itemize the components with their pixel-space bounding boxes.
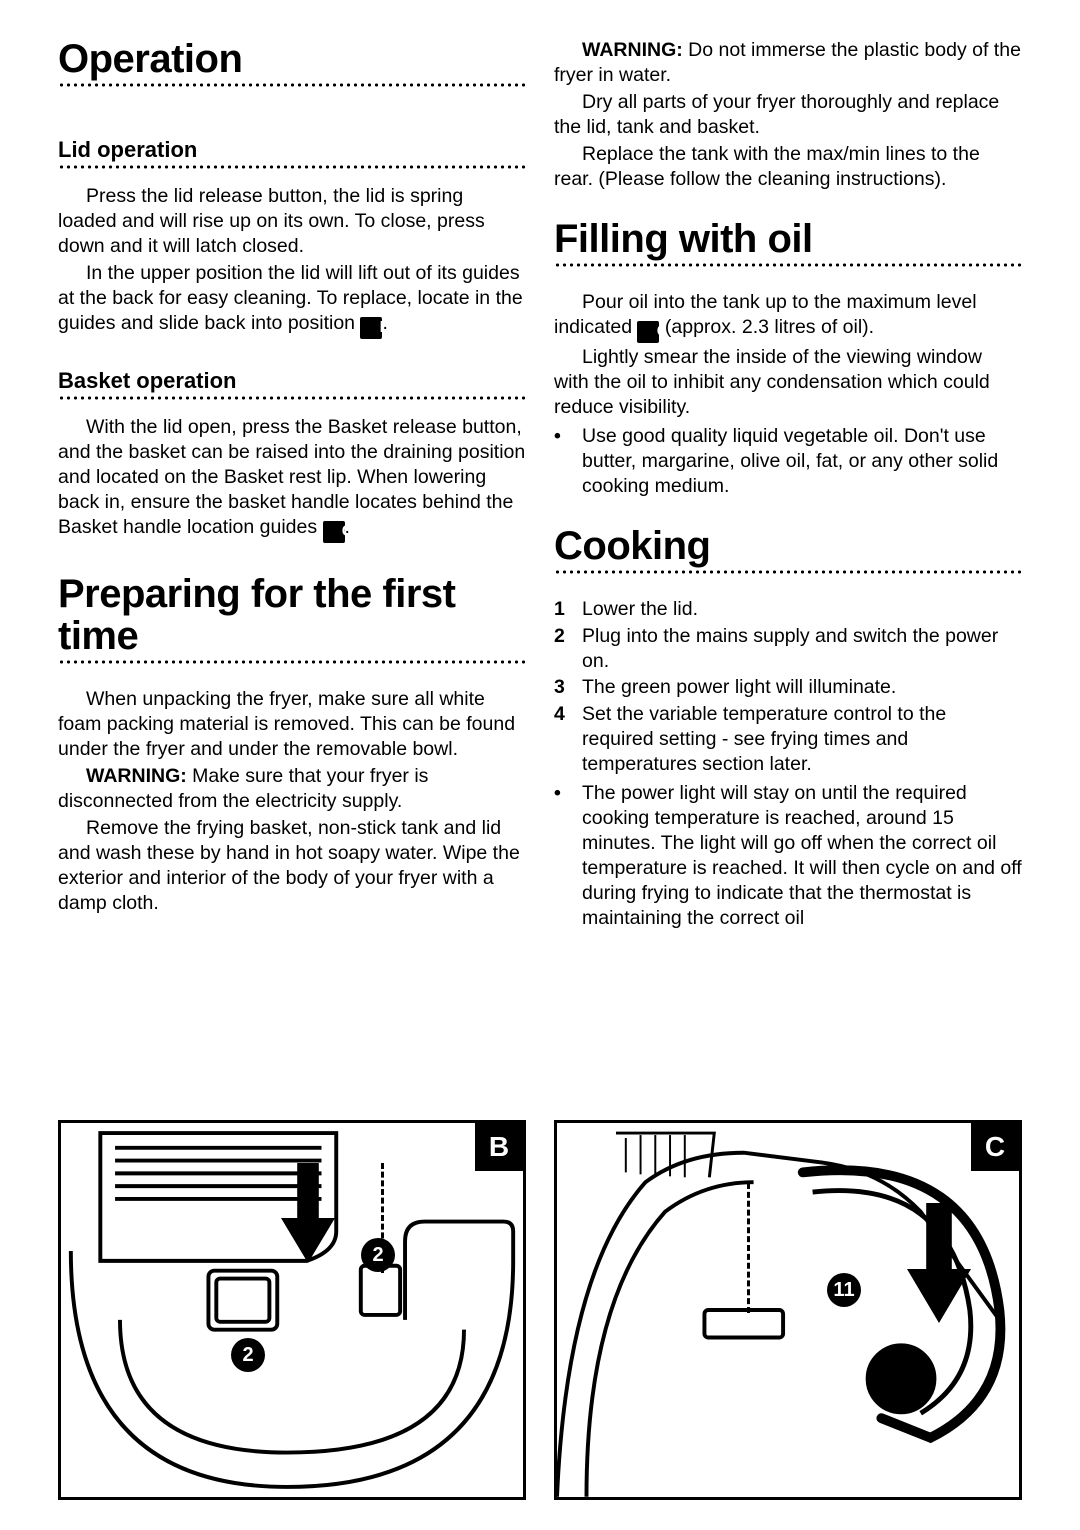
rule xyxy=(554,262,1022,268)
text-fill-p2: Lightly smear the inside of the viewing … xyxy=(554,345,1022,420)
text-fill-p1: Pour oil into the tank up to the maximum… xyxy=(554,290,1022,343)
heading-cooking: Cooking xyxy=(554,525,1022,567)
heading-basket-operation: Basket operation xyxy=(58,369,526,393)
rule xyxy=(58,82,526,88)
cooking-steps: Lower the lid. Plug into the mains suppl… xyxy=(554,597,1022,780)
list-item: The power light will stay on until the r… xyxy=(554,781,1022,931)
guide-line xyxy=(747,1183,750,1313)
text-prep-p2: Remove the frying basket, non-stick tank… xyxy=(58,816,526,916)
rule xyxy=(554,569,1022,575)
figure-b-svg xyxy=(61,1123,523,1497)
text-lid-p1: Press the lid release button, the lid is… xyxy=(58,184,526,259)
list-item: Lower the lid. xyxy=(554,597,1022,622)
ref-icon-c: C xyxy=(323,521,345,543)
heading-preparing: Preparing for the first time xyxy=(58,573,526,657)
list-item: Use good quality liquid vegetable oil. D… xyxy=(554,424,1022,499)
text-basket-p1: With the lid open, press the Basket rele… xyxy=(58,415,526,543)
figure-c-svg xyxy=(557,1123,1019,1497)
callout-2a: 2 xyxy=(361,1238,395,1272)
text-top-p2: Dry all parts of your fryer thoroughly a… xyxy=(554,90,1022,140)
right-column: WARNING: Do not immerse the plastic body… xyxy=(554,38,1022,1500)
fill-bullets: Use good quality liquid vegetable oil. D… xyxy=(554,424,1022,501)
rule xyxy=(58,164,526,170)
heading-filling: Filling with oil xyxy=(554,218,1022,260)
warning-label: WARNING: xyxy=(86,765,187,787)
left-column: Operation Lid operation Press the lid re… xyxy=(58,38,526,1500)
figure-label-c: C xyxy=(971,1123,1019,1171)
rule xyxy=(58,659,526,665)
ref-icon-b: B xyxy=(360,317,382,339)
text-lid-p2: In the upper position the lid will lift … xyxy=(58,261,526,339)
cooking-bullets: The power light will stay on until the r… xyxy=(554,781,1022,933)
text-prep-p1: When unpacking the fryer, make sure all … xyxy=(58,687,526,762)
heading-operation: Operation xyxy=(58,38,526,80)
list-item: Set the variable temperature control to … xyxy=(554,702,1022,777)
figure-b: 2 2 B xyxy=(58,1120,526,1500)
callout-11: 11 xyxy=(827,1273,861,1307)
text-top-p3: Replace the tank with the max/min lines … xyxy=(554,142,1022,192)
heading-lid-operation: Lid operation xyxy=(58,138,526,162)
ref-icon-c: C xyxy=(637,321,659,343)
text-top-warning: WARNING: Do not immerse the plastic body… xyxy=(554,38,1022,88)
list-item: Plug into the mains supply and switch th… xyxy=(554,624,1022,674)
rule xyxy=(58,395,526,401)
warning-label: WARNING: xyxy=(582,39,683,61)
text-prep-warning: WARNING: Make sure that your fryer is di… xyxy=(58,764,526,814)
figure-c: 11 C xyxy=(554,1120,1022,1500)
figure-label-b: B xyxy=(475,1123,523,1171)
list-item: The green power light will illuminate. xyxy=(554,675,1022,700)
callout-2b: 2 xyxy=(231,1338,265,1372)
